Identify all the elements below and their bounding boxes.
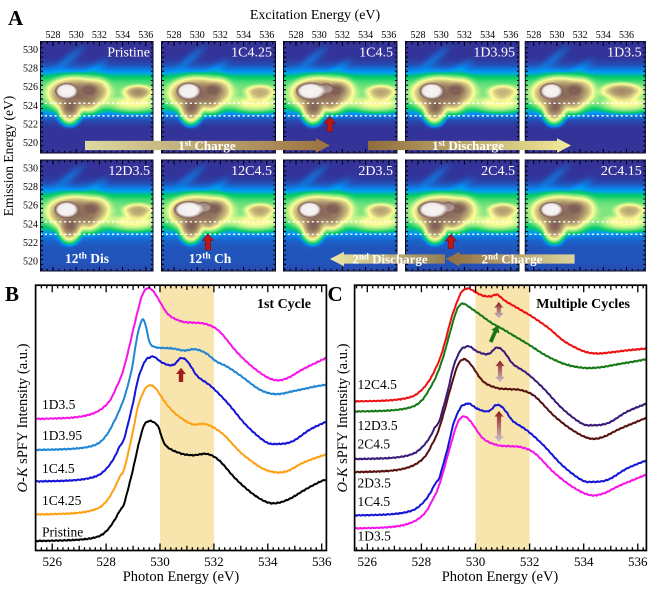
svg-text:1D3.5: 1D3.5 — [607, 46, 642, 61]
svg-text:528: 528 — [411, 30, 426, 41]
svg-text:12D3.5: 12D3.5 — [108, 164, 150, 179]
svg-text:524: 524 — [23, 101, 38, 112]
svg-text:528: 528 — [289, 30, 304, 41]
svg-text:534: 534 — [258, 554, 278, 569]
svg-text:2D3.5: 2D3.5 — [358, 476, 392, 491]
svg-text:536: 536 — [138, 30, 153, 41]
svg-text:522: 522 — [23, 238, 38, 249]
svg-text:528: 528 — [526, 30, 541, 41]
svg-text:Excitation Energy (eV): Excitation Energy (eV) — [250, 8, 381, 23]
svg-text:530: 530 — [434, 30, 449, 41]
svg-text:528: 528 — [167, 30, 182, 41]
svg-text:530: 530 — [466, 554, 486, 569]
svg-text:1st Discharge: 1st Discharge — [432, 138, 504, 153]
svg-text:530: 530 — [23, 45, 38, 56]
svg-text:1C4.5: 1C4.5 — [42, 461, 75, 476]
svg-text:534: 534 — [236, 30, 251, 41]
svg-text:526: 526 — [42, 554, 62, 569]
svg-text:532: 532 — [204, 554, 224, 569]
svg-text:530: 530 — [150, 554, 170, 569]
svg-text:520: 520 — [23, 138, 38, 149]
svg-text:12C4.5: 12C4.5 — [358, 377, 398, 392]
svg-text:Pristine: Pristine — [42, 525, 83, 540]
svg-text:O-K sPFY Intensity (a.u.): O-K sPFY Intensity (a.u.) — [15, 343, 31, 492]
svg-text:528: 528 — [46, 30, 61, 41]
svg-text:Multiple Cycles: Multiple Cycles — [536, 297, 630, 312]
svg-text:B: B — [5, 282, 19, 306]
svg-text:12C4.5: 12C4.5 — [231, 164, 272, 179]
svg-text:2nd Discharge: 2nd Discharge — [352, 251, 428, 266]
svg-text:536: 536 — [312, 554, 332, 569]
svg-text:532: 532 — [573, 30, 588, 41]
svg-text:526: 526 — [23, 201, 38, 212]
svg-text:534: 534 — [115, 30, 130, 41]
svg-text:2C4.5: 2C4.5 — [358, 437, 391, 452]
svg-text:530: 530 — [312, 30, 327, 41]
svg-text:2D3.5: 2D3.5 — [358, 164, 393, 179]
svg-text:1D3.5: 1D3.5 — [42, 397, 76, 412]
svg-text:1C4.5: 1C4.5 — [359, 46, 393, 61]
svg-text:536: 536 — [259, 30, 274, 41]
svg-text:1D3.95: 1D3.95 — [42, 428, 82, 443]
svg-text:528: 528 — [23, 182, 38, 193]
svg-text:2C4.15: 2C4.15 — [601, 164, 642, 179]
svg-text:1C4.25: 1C4.25 — [231, 46, 272, 61]
svg-text:1st Cycle: 1st Cycle — [257, 297, 311, 312]
svg-text:530: 530 — [23, 163, 38, 174]
svg-text:534: 534 — [596, 30, 611, 41]
svg-text:534: 534 — [358, 30, 373, 41]
svg-text:O-K sPFY Intensity (a.u.): O-K sPFY Intensity (a.u.) — [335, 343, 351, 492]
svg-text:536: 536 — [381, 30, 396, 41]
svg-text:12D3.5: 12D3.5 — [358, 418, 398, 433]
svg-text:1st Charge: 1st Charge — [178, 138, 236, 153]
svg-text:1D3.95: 1D3.95 — [473, 46, 515, 61]
svg-text:532: 532 — [520, 554, 540, 569]
svg-text:526: 526 — [358, 554, 378, 569]
svg-text:1D3.5: 1D3.5 — [358, 529, 392, 544]
svg-text:532: 532 — [457, 30, 472, 41]
svg-text:1C4.5: 1C4.5 — [358, 494, 391, 509]
svg-text:528: 528 — [412, 554, 432, 569]
svg-text:534: 534 — [480, 30, 495, 41]
svg-text:526: 526 — [23, 82, 38, 93]
svg-text:Photon Energy (eV): Photon Energy (eV) — [123, 569, 240, 585]
svg-text:530: 530 — [190, 30, 205, 41]
svg-text:Emission Energy (eV): Emission Energy (eV) — [1, 96, 16, 216]
svg-text:Photon Energy (eV): Photon Energy (eV) — [442, 569, 559, 585]
svg-text:2C4.5: 2C4.5 — [481, 164, 515, 179]
svg-text:12th Dis: 12th Dis — [65, 251, 109, 266]
svg-text:530: 530 — [69, 30, 84, 41]
svg-text:532: 532 — [335, 30, 350, 41]
svg-text:534: 534 — [574, 554, 594, 569]
svg-text:522: 522 — [23, 120, 38, 131]
svg-text:530: 530 — [549, 30, 564, 41]
svg-text:532: 532 — [213, 30, 228, 41]
svg-text:C: C — [328, 282, 343, 306]
svg-text:536: 536 — [503, 30, 518, 41]
svg-text:536: 536 — [628, 554, 648, 569]
svg-text:528: 528 — [23, 64, 38, 75]
svg-text:A: A — [8, 6, 24, 30]
svg-text:524: 524 — [23, 219, 38, 230]
svg-text:12th Ch: 12th Ch — [189, 251, 232, 266]
svg-text:520: 520 — [23, 257, 38, 268]
svg-text:1C4.25: 1C4.25 — [42, 493, 82, 508]
svg-text:Pristine: Pristine — [107, 46, 150, 61]
svg-text:536: 536 — [619, 30, 634, 41]
svg-text:528: 528 — [96, 554, 116, 569]
svg-text:532: 532 — [92, 30, 107, 41]
